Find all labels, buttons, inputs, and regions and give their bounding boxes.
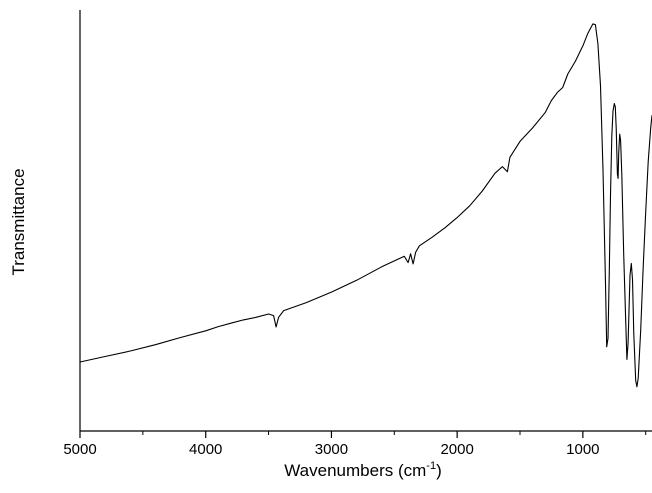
x-ticks xyxy=(79,431,647,438)
y-axis-title: Transmittance xyxy=(9,168,28,275)
x-tick-label: 2000 xyxy=(440,441,473,458)
x-tick-label: 1000 xyxy=(566,441,599,458)
x-tick-label: 4000 xyxy=(189,441,222,458)
x-tick-labels: 5000 4000 3000 2000 1000 xyxy=(63,441,599,458)
x-tick-label: 3000 xyxy=(315,441,348,458)
transmittance-spectrum-line xyxy=(79,23,652,388)
plot-area xyxy=(80,10,652,431)
x-tick-label: 5000 xyxy=(63,441,96,458)
x-axis-title: Wavenumbers (cm-1) xyxy=(284,460,441,480)
